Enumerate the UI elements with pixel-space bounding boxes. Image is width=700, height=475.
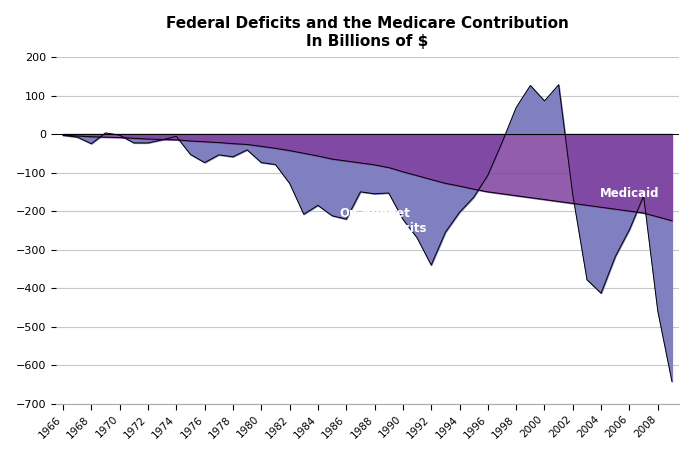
Text: Medicaid: Medicaid xyxy=(600,187,659,200)
Text: On-Budget
Federal Deficits: On-Budget Federal Deficits xyxy=(322,207,427,235)
Title: Federal Deficits and the Medicare Contribution
In Billions of $: Federal Deficits and the Medicare Contri… xyxy=(166,17,569,49)
